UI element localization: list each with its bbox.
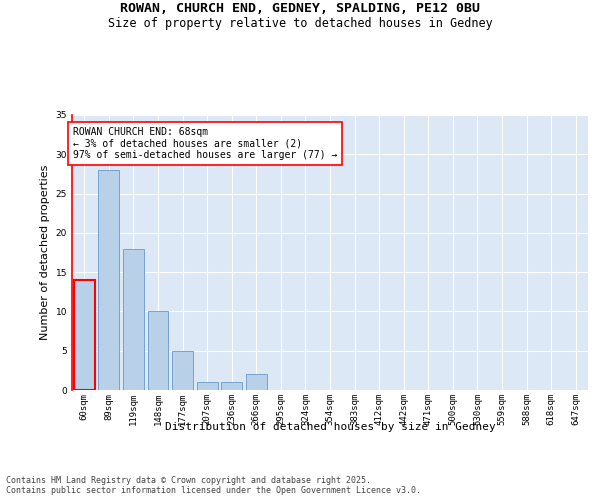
Y-axis label: Number of detached properties: Number of detached properties	[40, 165, 50, 340]
Text: ROWAN, CHURCH END, GEDNEY, SPALDING, PE12 0BU: ROWAN, CHURCH END, GEDNEY, SPALDING, PE1…	[120, 2, 480, 16]
Bar	[148, 312, 169, 390]
Text: Size of property relative to detached houses in Gedney: Size of property relative to detached ho…	[107, 18, 493, 30]
Bar	[221, 382, 242, 390]
Bar	[98, 170, 119, 390]
Bar	[172, 350, 193, 390]
Bar	[246, 374, 267, 390]
Bar	[123, 248, 144, 390]
Text: ROWAN CHURCH END: 68sqm
← 3% of detached houses are smaller (2)
97% of semi-deta: ROWAN CHURCH END: 68sqm ← 3% of detached…	[73, 127, 338, 160]
Text: Distribution of detached houses by size in Gedney: Distribution of detached houses by size …	[164, 422, 496, 432]
Text: Contains HM Land Registry data © Crown copyright and database right 2025.
Contai: Contains HM Land Registry data © Crown c…	[6, 476, 421, 495]
Bar	[74, 280, 95, 390]
Bar	[197, 382, 218, 390]
